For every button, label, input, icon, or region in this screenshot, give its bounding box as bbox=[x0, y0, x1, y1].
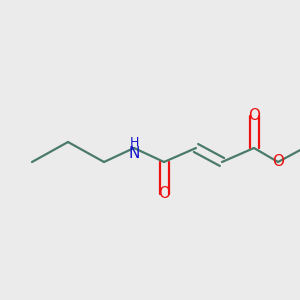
Text: O: O bbox=[158, 187, 170, 202]
Text: O: O bbox=[272, 154, 284, 169]
Text: O: O bbox=[248, 109, 260, 124]
Text: N: N bbox=[128, 146, 140, 160]
Text: H: H bbox=[129, 136, 139, 148]
